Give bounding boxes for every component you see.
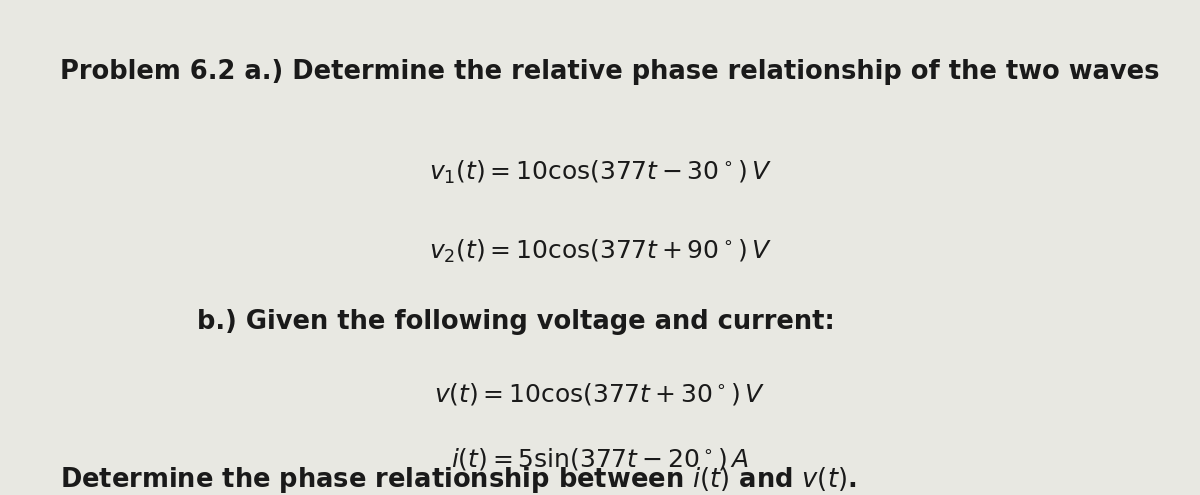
- Text: Determine the phase relationship between $i(t)$ and $v(t)$.: Determine the phase relationship between…: [60, 465, 857, 495]
- Text: $v(t) = 10\cos(377t + 30^\circ)\,V$: $v(t) = 10\cos(377t + 30^\circ)\,V$: [434, 381, 766, 407]
- Text: $v_2(t) = 10\cos(377t + 90^\circ)\,V$: $v_2(t) = 10\cos(377t + 90^\circ)\,V$: [428, 238, 772, 265]
- Text: b.) Given the following voltage and current:: b.) Given the following voltage and curr…: [197, 309, 835, 336]
- Text: $v_1(t) = 10\cos(377t - 30^\circ)\,V$: $v_1(t) = 10\cos(377t - 30^\circ)\,V$: [428, 158, 772, 186]
- Text: Problem 6.2 a.) Determine the relative phase relationship of the two waves: Problem 6.2 a.) Determine the relative p…: [60, 59, 1159, 86]
- Text: $i(t) = 5\sin(377t - 20^\circ)\,A$: $i(t) = 5\sin(377t - 20^\circ)\,A$: [451, 446, 749, 472]
